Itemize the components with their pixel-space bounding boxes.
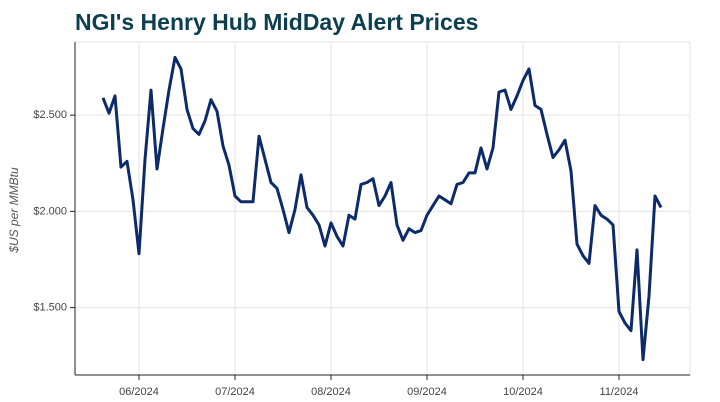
chart-title: NGI's Henry Hub MidDay Alert Prices	[75, 9, 478, 35]
y-tick-label: $2.500	[33, 109, 67, 121]
x-tick-label: 07/2024	[215, 386, 255, 398]
price-line	[101, 55, 663, 362]
x-tick-label: 09/2024	[407, 386, 447, 398]
y-tick-label: $1.500	[33, 302, 67, 314]
x-tick-label: 11/2024	[600, 386, 639, 398]
x-tick-label: 06/2024	[119, 386, 159, 398]
y-axis-label: $US per MMBtu	[7, 167, 21, 254]
x-tick-label: 10/2024	[503, 386, 543, 398]
y-tick-label: $2.000	[33, 205, 67, 217]
x-tick-label: 08/2024	[311, 386, 351, 398]
